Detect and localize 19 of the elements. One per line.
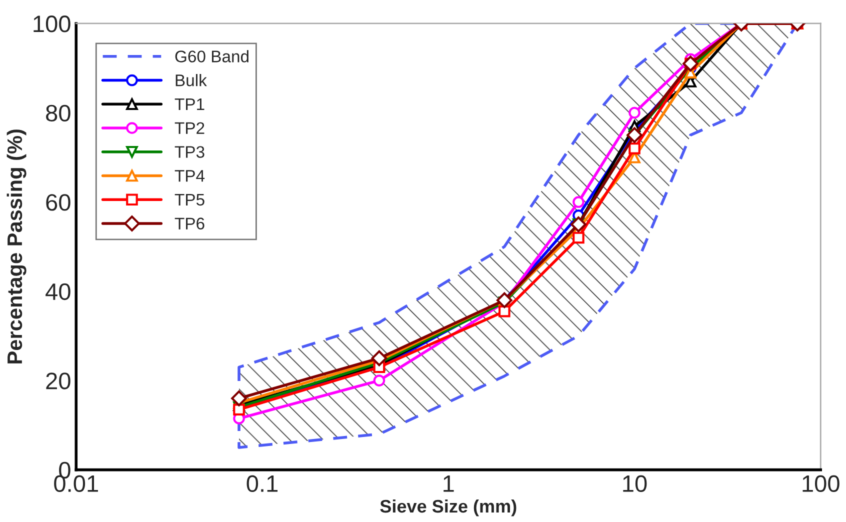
x-tick-label: 1 [444, 476, 454, 492]
x-tick-label: 10 [623, 475, 647, 492]
legend-label: TP1 [174, 98, 204, 110]
y-tick-label: 100 [34, 16, 70, 32]
legend-label: TP2 [174, 122, 204, 134]
legend-label: Bulk [176, 74, 207, 86]
x-tick-label: 0.1 [246, 475, 278, 492]
y-tick-label: 40 [46, 283, 70, 300]
legend-label: TP6 [174, 218, 204, 230]
legend-label: G60 Band [175, 50, 248, 62]
legend-label: TP3 [174, 146, 204, 158]
y-tick-label: 60 [46, 194, 70, 211]
legend-label: TP4 [174, 170, 205, 182]
y-axis-title: Percentage Passing (%) [6, 130, 26, 364]
y-tick-label: 20 [46, 372, 70, 390]
x-tick-label: 100 [802, 475, 840, 492]
legend-label: TP5 [174, 194, 204, 206]
y-tick-label: 80 [46, 104, 70, 122]
x-axis-title: Sieve Size (mm) [380, 499, 516, 516]
